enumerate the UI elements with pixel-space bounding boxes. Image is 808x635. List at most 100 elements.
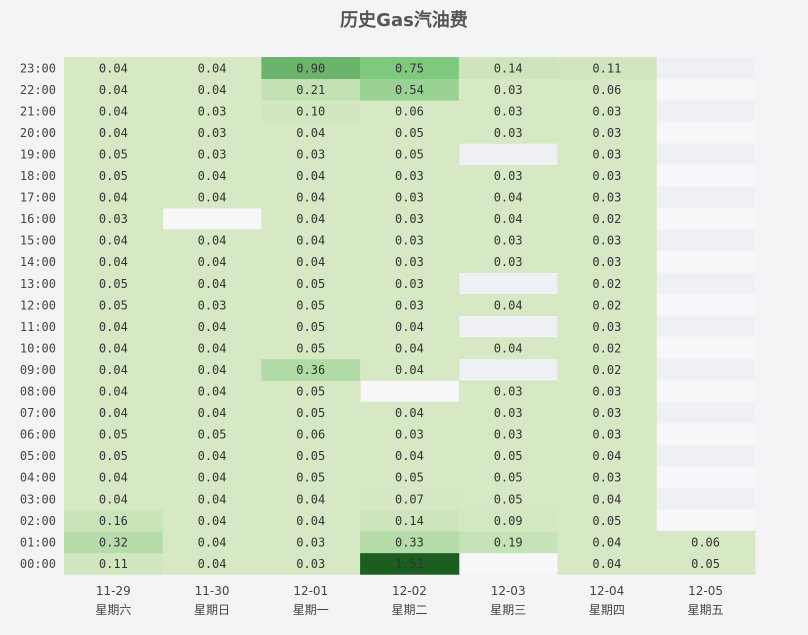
heatmap-cell[interactable] <box>458 250 558 273</box>
heatmap-cell[interactable] <box>557 423 657 446</box>
heatmap-cell[interactable] <box>162 401 262 424</box>
heatmap-cell[interactable] <box>458 380 558 403</box>
heatmap-cell[interactable] <box>557 164 657 187</box>
heatmap-cell[interactable] <box>458 229 558 252</box>
heatmap-cell[interactable] <box>162 100 262 123</box>
heatmap-cell[interactable] <box>64 57 164 80</box>
heatmap-cell[interactable] <box>557 315 657 338</box>
heatmap-cell[interactable] <box>360 401 460 424</box>
heatmap-cell[interactable] <box>261 143 361 166</box>
heatmap-cell[interactable] <box>360 358 460 381</box>
heatmap-cell[interactable] <box>458 186 558 209</box>
heatmap-cell[interactable] <box>557 229 657 252</box>
heatmap-cell[interactable] <box>64 488 164 511</box>
heatmap-cell[interactable] <box>162 294 262 317</box>
heatmap-cell[interactable] <box>64 229 164 252</box>
heatmap-cell[interactable] <box>64 100 164 123</box>
heatmap-cell[interactable] <box>360 100 460 123</box>
heatmap-cell[interactable] <box>458 78 558 101</box>
heatmap-cell[interactable] <box>557 531 657 554</box>
heatmap-cell[interactable] <box>162 186 262 209</box>
heatmap-cell[interactable] <box>360 57 460 80</box>
heatmap-cell[interactable] <box>64 358 164 381</box>
heatmap-cell[interactable] <box>557 466 657 489</box>
heatmap-cell[interactable] <box>360 207 460 230</box>
heatmap-cell[interactable] <box>557 186 657 209</box>
heatmap-cell[interactable] <box>162 57 262 80</box>
heatmap-cell[interactable] <box>64 531 164 554</box>
heatmap-cell[interactable] <box>64 466 164 489</box>
heatmap-cell[interactable] <box>261 358 361 381</box>
heatmap-cell[interactable] <box>261 100 361 123</box>
heatmap-cell[interactable] <box>64 78 164 101</box>
heatmap-cell[interactable] <box>360 250 460 273</box>
heatmap-cell[interactable] <box>458 337 558 360</box>
heatmap-cell[interactable] <box>64 337 164 360</box>
heatmap-cell[interactable] <box>162 531 262 554</box>
heatmap-cell[interactable] <box>458 57 558 80</box>
heatmap-cell[interactable] <box>162 121 262 144</box>
heatmap-cell[interactable] <box>557 380 657 403</box>
heatmap-cell[interactable] <box>557 444 657 467</box>
heatmap-cell[interactable] <box>557 207 657 230</box>
heatmap-cell[interactable] <box>64 444 164 467</box>
heatmap-cell[interactable] <box>162 466 262 489</box>
heatmap-cell[interactable] <box>162 272 262 295</box>
heatmap-cell[interactable] <box>557 57 657 80</box>
heatmap-cell[interactable] <box>360 423 460 446</box>
heatmap-cell[interactable] <box>360 121 460 144</box>
heatmap-cell[interactable] <box>458 164 558 187</box>
heatmap-cell[interactable] <box>261 552 361 575</box>
heatmap-cell[interactable] <box>360 552 460 575</box>
heatmap-cell[interactable] <box>261 78 361 101</box>
heatmap-cell[interactable] <box>64 423 164 446</box>
heatmap-cell[interactable] <box>261 380 361 403</box>
heatmap-cell[interactable] <box>64 380 164 403</box>
heatmap-cell[interactable] <box>557 272 657 295</box>
heatmap-cell[interactable] <box>557 121 657 144</box>
heatmap-cell[interactable] <box>557 552 657 575</box>
heatmap-cell[interactable] <box>261 207 361 230</box>
heatmap-cell[interactable] <box>162 444 262 467</box>
heatmap-cell[interactable] <box>162 315 262 338</box>
heatmap-cell[interactable] <box>458 100 558 123</box>
heatmap-cell[interactable] <box>458 401 558 424</box>
heatmap-cell[interactable] <box>64 186 164 209</box>
heatmap-cell[interactable] <box>458 444 558 467</box>
heatmap-cell[interactable] <box>261 315 361 338</box>
heatmap-cell[interactable] <box>360 337 460 360</box>
heatmap-cell[interactable] <box>557 78 657 101</box>
heatmap-cell[interactable] <box>458 207 558 230</box>
heatmap-cell[interactable] <box>261 121 361 144</box>
heatmap-cell[interactable] <box>557 100 657 123</box>
heatmap-cell[interactable] <box>261 337 361 360</box>
heatmap-cell[interactable] <box>360 509 460 532</box>
heatmap-cell[interactable] <box>360 531 460 554</box>
heatmap-cell[interactable] <box>162 552 262 575</box>
heatmap-cell[interactable] <box>162 423 262 446</box>
heatmap-cell[interactable] <box>458 466 558 489</box>
heatmap-cell[interactable] <box>458 294 558 317</box>
heatmap-cell[interactable] <box>64 509 164 532</box>
heatmap-cell[interactable] <box>64 207 164 230</box>
heatmap-cell[interactable] <box>656 531 756 554</box>
heatmap-cell[interactable] <box>162 358 262 381</box>
heatmap-cell[interactable] <box>557 143 657 166</box>
heatmap-cell[interactable] <box>162 488 262 511</box>
heatmap-cell[interactable] <box>360 186 460 209</box>
heatmap-cell[interactable] <box>557 488 657 511</box>
heatmap-cell[interactable] <box>162 337 262 360</box>
heatmap-cell[interactable] <box>64 250 164 273</box>
heatmap-cell[interactable] <box>360 444 460 467</box>
heatmap-cell[interactable] <box>162 380 262 403</box>
heatmap-cell[interactable] <box>458 423 558 446</box>
heatmap-cell[interactable] <box>162 143 262 166</box>
heatmap-cell[interactable] <box>162 78 262 101</box>
heatmap-cell[interactable] <box>360 294 460 317</box>
heatmap-cell[interactable] <box>64 164 164 187</box>
heatmap-cell[interactable] <box>261 401 361 424</box>
heatmap-cell[interactable] <box>557 337 657 360</box>
heatmap-cell[interactable] <box>360 229 460 252</box>
heatmap-cell[interactable] <box>64 272 164 295</box>
heatmap-cell[interactable] <box>557 509 657 532</box>
